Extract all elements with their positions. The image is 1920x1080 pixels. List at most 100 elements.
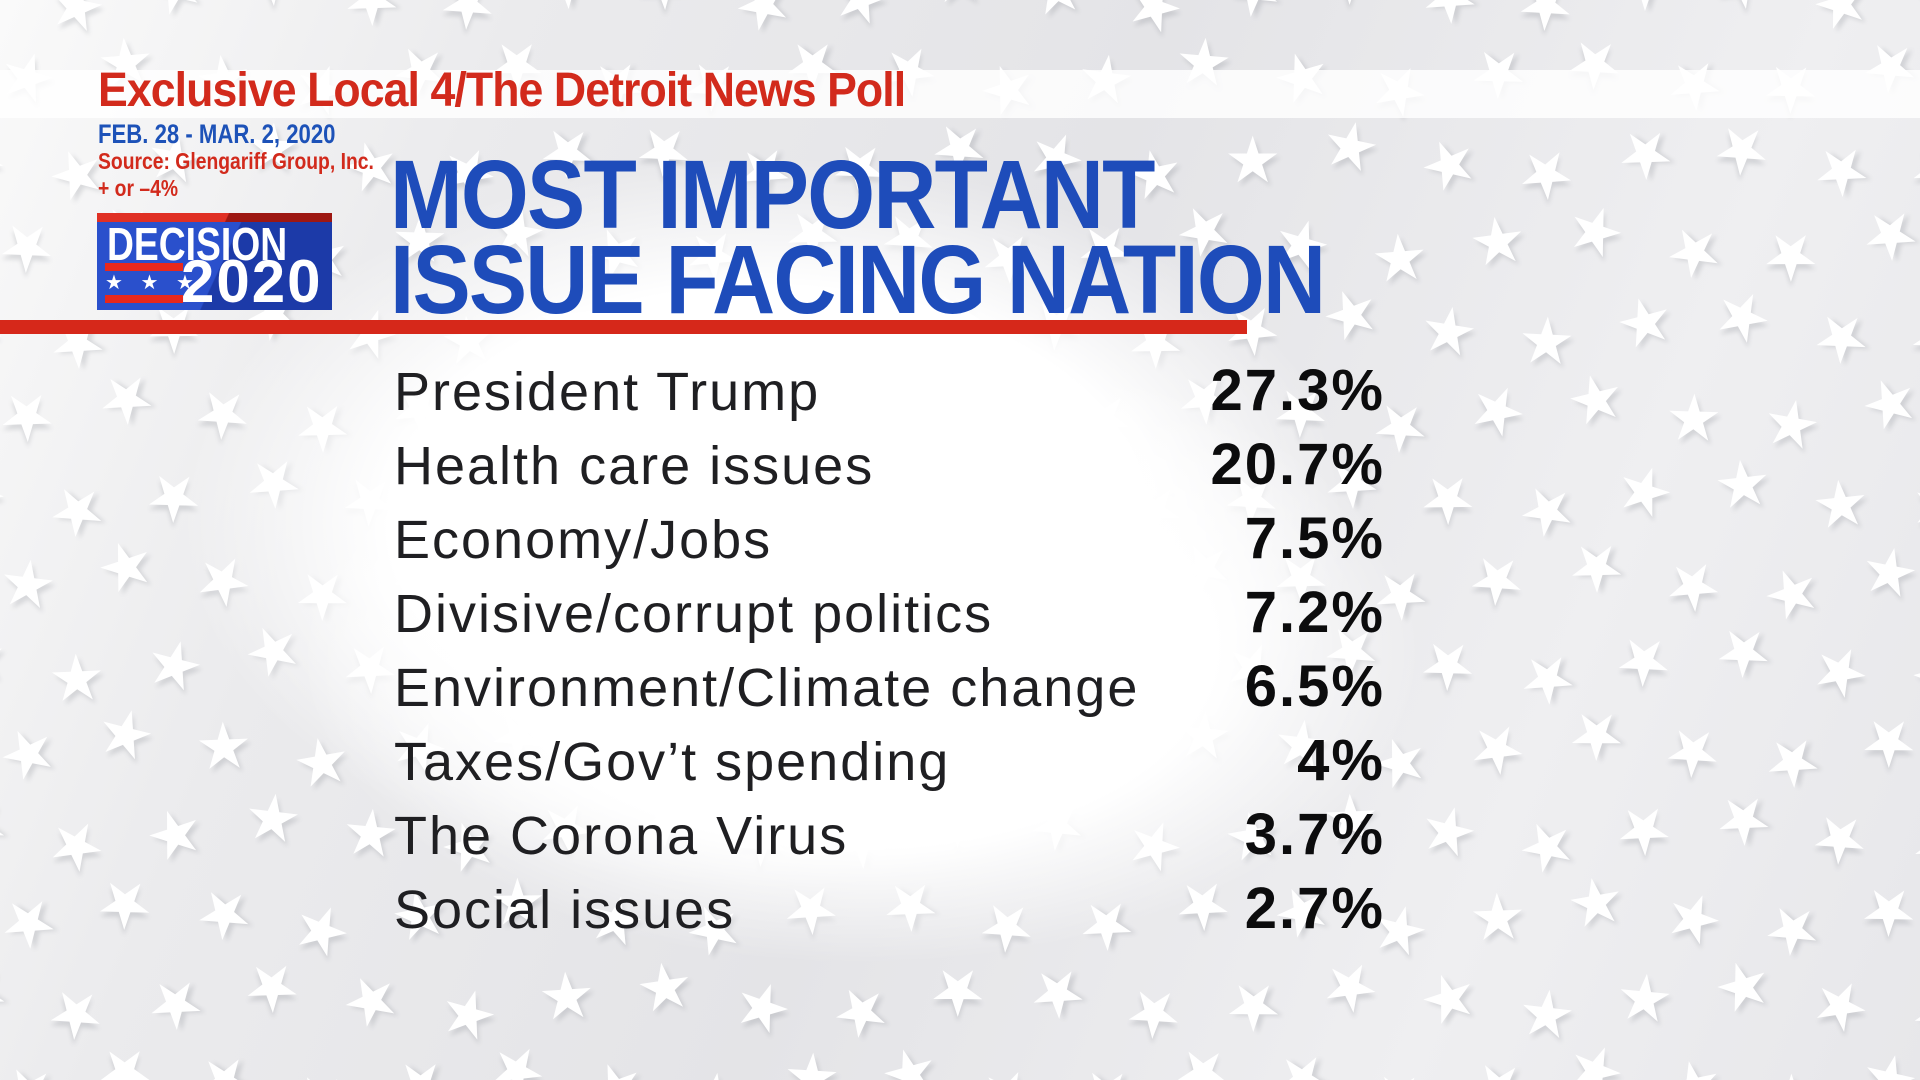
background-star-icon: ★ [0, 113, 22, 205]
logo-stars-icon: ★ ★ ★ [105, 272, 200, 294]
issue-label: Economy/Jobs [394, 510, 773, 570]
background-star-icon: ★ [1906, 0, 1920, 38]
logo-body: DECISION ★ ★ ★ 2020 [97, 221, 332, 315]
background-star-icon: ★ [0, 199, 73, 292]
background-star-icon: ★ [1561, 861, 1631, 943]
background-star-icon: ★ [1516, 303, 1578, 379]
background-star-icon: ★ [0, 876, 73, 969]
issue-value: 6.5% [1244, 654, 1385, 719]
background-star-icon: ★ [1710, 444, 1776, 523]
issue-label: The Corona Virus [394, 806, 849, 866]
page-title-line2: ISSUE FACING NATION [390, 225, 1326, 334]
background-star-icon: ★ [1845, 864, 1920, 957]
background-star-icon: ★ [1648, 705, 1739, 798]
table-row: Economy/Jobs 7.5% [394, 502, 1385, 576]
background-star-icon: ★ [1751, 548, 1832, 637]
issue-value: 4% [1297, 728, 1385, 793]
poll-source: Source: Glengariff Group, Inc. [98, 148, 374, 174]
background-star-icon: ★ [1795, 124, 1886, 217]
background-star-icon: ★ [1306, 0, 1395, 24]
background-star-icon: ★ [1756, 383, 1827, 465]
table-row: The Corona Virus 3.7% [394, 798, 1385, 872]
background-star-icon: ★ [928, 0, 989, 16]
background-star-icon: ★ [229, 0, 316, 25]
background-star-icon: ★ [0, 368, 72, 461]
background-star-icon: ★ [1697, 103, 1788, 196]
background-star-icon: ★ [1404, 0, 1494, 43]
page-title: MOST IMPORTANT ISSUE FACING NATION [390, 140, 1326, 334]
background-star-icon: ★ [0, 1046, 70, 1080]
issue-value: 3.7% [1244, 802, 1385, 867]
issue-label: Taxes/Gov’t spending [394, 732, 951, 792]
table-row: Social issues 2.7% [394, 872, 1385, 946]
background-star-icon: ★ [1658, 1044, 1728, 1080]
background-star-icon: ★ [1763, 1061, 1821, 1080]
issue-value: 7.2% [1244, 580, 1385, 645]
background-star-icon: ★ [1900, 463, 1920, 550]
background-star-icon: ★ [1808, 465, 1873, 544]
logo-flag: ★ ★ ★ [105, 263, 200, 303]
logo-stripe-top [105, 263, 183, 271]
background-star-icon: ★ [179, 1034, 269, 1080]
background-star-icon: ★ [1599, 613, 1690, 706]
background-star-icon: ★ [522, 0, 612, 28]
background-star-icon: ★ [1802, 0, 1879, 46]
background-star-icon: ★ [1559, 356, 1633, 441]
issue-label: President Trump [394, 362, 821, 422]
issue-label: Divisive/corrupt politics [394, 584, 994, 644]
background-star-icon: ★ [31, 967, 122, 1060]
background-star-icon: ★ [680, 1057, 747, 1080]
background-star-icon: ★ [1556, 187, 1635, 275]
background-star-icon: ★ [1798, 960, 1883, 1051]
issue-label: Social issues [394, 880, 736, 940]
table-row: Environment/Climate change 6.5% [394, 650, 1385, 724]
issue-value: 20.7% [1210, 432, 1385, 497]
background-star-icon: ★ [129, 957, 220, 1050]
background-star-icon: ★ [1894, 966, 1920, 1059]
background-star-icon: ★ [1256, 1032, 1347, 1080]
background-star-icon: ★ [1454, 1041, 1540, 1080]
margin-of-error: + or –4% [98, 175, 179, 201]
background-star-icon: ★ [0, 544, 61, 624]
background-star-icon: ★ [780, 1039, 843, 1080]
background-star-icon: ★ [431, 971, 507, 1057]
background-star-icon: ★ [1701, 0, 1785, 27]
background-star-icon: ★ [1795, 792, 1886, 885]
background-star-icon: ★ [0, 947, 24, 1040]
poll-results-table: President Trump 27.3% Health care issues… [394, 354, 1385, 946]
background-star-icon: ★ [1799, 626, 1883, 717]
background-star-icon: ★ [1894, 122, 1920, 215]
background-star-icon: ★ [1901, 632, 1920, 718]
background-star-icon: ★ [1023, 0, 1091, 30]
background-star-icon: ★ [1650, 538, 1737, 631]
background-star-icon: ★ [0, 619, 14, 700]
background-list-fade [270, 320, 1450, 980]
background-star-icon: ★ [576, 1044, 654, 1080]
page-title-line1: MOST IMPORTANT [390, 140, 1155, 249]
background-star-icon: ★ [824, 0, 898, 40]
logo-year-text: 2020 [181, 248, 323, 315]
background-star-icon: ★ [1109, 966, 1200, 1059]
issue-value: 2.7% [1244, 876, 1385, 941]
background-star-icon: ★ [1697, 772, 1788, 865]
poll-banner: Exclusive Local 4/The Detroit News Poll [98, 64, 906, 117]
background-star-icon: ★ [1663, 380, 1724, 455]
poll-dates: FEB. 28 - MAR. 2, 2020 [98, 119, 336, 149]
header-band [0, 70, 1920, 118]
issue-label: Environment/Climate change [394, 658, 1140, 718]
title-underline [0, 320, 1247, 334]
background-star-icon: ★ [0, 0, 7, 24]
logo-stripe-bottom [105, 295, 183, 303]
background-star-icon: ★ [1600, 783, 1689, 875]
background-star-icon: ★ [1701, 271, 1785, 362]
background-star-icon: ★ [1607, 279, 1682, 364]
background-star-icon: ★ [1849, 359, 1920, 448]
background-star-icon: ★ [1704, 943, 1781, 1030]
table-row: Health care issues 20.7% [394, 428, 1385, 502]
background-star-icon: ★ [81, 1025, 170, 1080]
background-star-icon: ★ [375, 1038, 464, 1080]
background-star-icon: ★ [1844, 188, 1920, 281]
background-star-icon: ★ [0, 448, 20, 537]
background-star-icon: ★ [1845, 695, 1920, 788]
